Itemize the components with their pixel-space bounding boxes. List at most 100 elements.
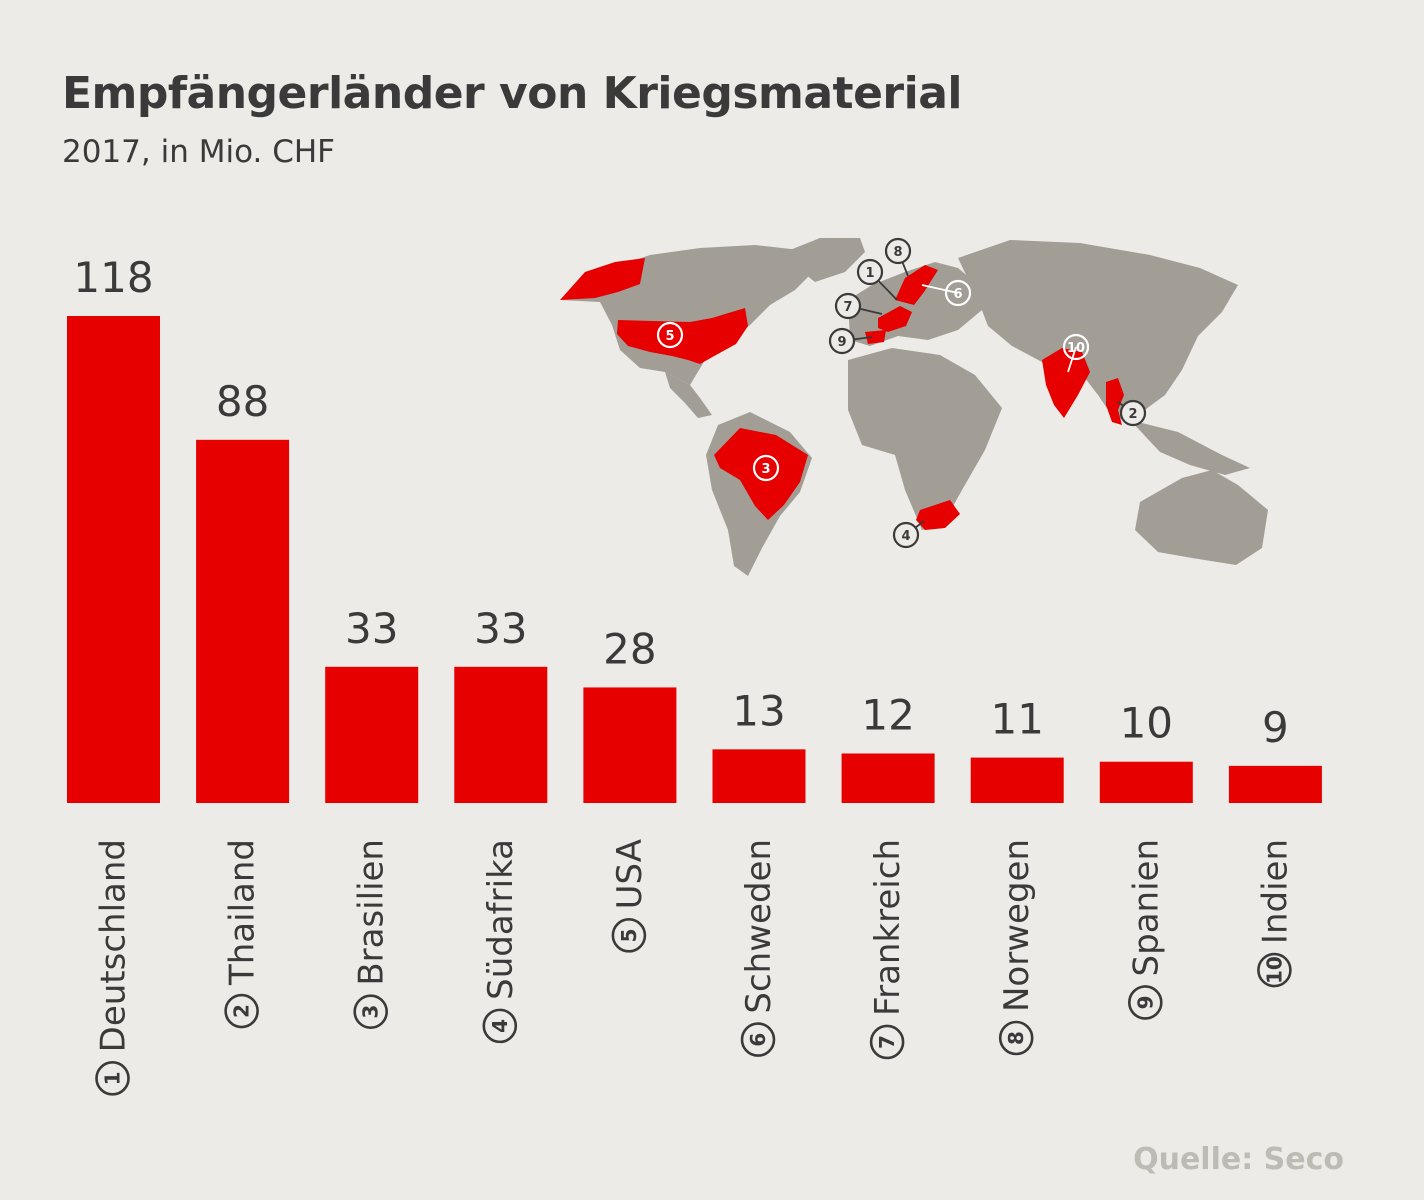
map-marker-5	[656, 321, 684, 349]
category-label-8: 8 Norwegen	[997, 839, 1037, 1056]
bar-9	[1099, 761, 1193, 803]
map-sweden-norway	[895, 265, 938, 305]
map-alaska	[560, 258, 645, 300]
rank-circle-4	[482, 1008, 518, 1044]
bar-1	[67, 316, 160, 803]
rank-number-5: 5	[617, 928, 641, 942]
rank-number-4: 4	[488, 1019, 512, 1033]
rank-circle-2	[224, 993, 259, 1029]
map-marker-label-1: 1	[865, 266, 874, 281]
rank-number-7: 7	[875, 1035, 899, 1049]
value-label-1: 118	[73, 253, 153, 302]
category-label-9: 9 Spanien	[1126, 839, 1166, 1020]
value-label-7: 12	[861, 690, 914, 739]
category-label-3: 3 Brasilien	[352, 839, 392, 1029]
map-germany-france	[878, 306, 912, 332]
bar-10	[1228, 765, 1322, 803]
source-note: Quelle: Seco	[1133, 1142, 1344, 1177]
bar-4	[454, 666, 548, 803]
rank-circle-7	[869, 1024, 905, 1060]
rank-number-2: 2	[230, 1004, 254, 1018]
value-label-6: 13	[732, 686, 785, 735]
category-name-4: Südafrika	[481, 839, 521, 1000]
category-name-9: Spanien	[1126, 839, 1166, 976]
map-marker-label-7: 7	[843, 300, 852, 315]
rank-circle-10	[1257, 952, 1292, 988]
category-label-1: 1 Deutschland	[94, 839, 134, 1096]
category-label-10: 10 Indien	[1255, 839, 1295, 988]
map-marker-3	[752, 454, 780, 482]
rank-circle-5	[611, 918, 647, 953]
map-asia	[958, 240, 1238, 420]
rank-number-8: 8	[1004, 1031, 1028, 1045]
category-name-5: USA	[610, 839, 650, 909]
value-label-3: 33	[345, 604, 398, 653]
category-name-2: Thailand	[223, 839, 263, 986]
map-thailand	[1106, 378, 1124, 425]
map-spain	[865, 330, 886, 344]
category-label-6: 6 Schweden	[739, 839, 779, 1057]
rank-number-10: 10	[1262, 956, 1286, 984]
world-map	[560, 238, 1268, 576]
map-marker-6	[944, 279, 972, 307]
bar-3	[325, 666, 419, 803]
value-label-8: 11	[990, 695, 1043, 744]
map-marker-7	[834, 292, 862, 320]
rank-number-6: 6	[746, 1033, 770, 1047]
map-africa	[848, 348, 1002, 530]
bars	[67, 316, 1322, 803]
map-marker-2	[1119, 399, 1147, 427]
category-label-2: 2 Thailand	[223, 839, 263, 1029]
map-greenland	[790, 238, 865, 282]
chart-subtitle: 2017, in Mio. CHF	[62, 134, 335, 170]
map-marker-line-10	[1067, 346, 1077, 373]
category-name-3: Brasilien	[352, 839, 392, 986]
rank-number-9: 9	[1133, 996, 1157, 1010]
map-marker-label-2: 2	[1128, 407, 1137, 422]
rank-circle-3	[353, 994, 389, 1029]
category-name-8: Norwegen	[997, 839, 1037, 1012]
map-brazil	[714, 428, 808, 520]
category-name-7: Frankreich	[868, 839, 908, 1016]
map-north-america	[560, 245, 815, 385]
map-marker-label-9: 9	[837, 335, 846, 350]
map-marker-label-6: 6	[953, 287, 962, 302]
category-labels: 1 Deutschland 2 Thailand 3 Brasilien 4 Südafrik…	[94, 839, 1295, 1096]
map-marker-10	[1062, 333, 1090, 361]
bar-5	[583, 687, 677, 803]
value-label-5: 28	[603, 624, 656, 673]
map-marker-8	[884, 237, 912, 265]
map-marker-label-3: 3	[761, 462, 770, 477]
map-marker-label-4: 4	[901, 529, 910, 544]
map-marker-1	[856, 258, 884, 286]
map-australia	[1135, 470, 1268, 565]
category-label-4: 4 Südafrika	[481, 839, 521, 1044]
map-southeast-asia	[1130, 420, 1250, 475]
category-name-10: Indien	[1255, 839, 1295, 944]
value-label-2: 88	[216, 377, 269, 426]
chart-title: Empfängerländer von Kriegsmaterial	[62, 68, 962, 119]
map-central-america	[665, 372, 712, 418]
category-name-6: Schweden	[739, 839, 779, 1014]
rank-circle-9	[1128, 985, 1163, 1020]
bar-7	[841, 753, 935, 803]
bar-6	[712, 749, 806, 803]
map-south-africa	[916, 500, 960, 530]
rank-circle-6	[740, 1022, 776, 1057]
map-marker-4	[892, 521, 920, 549]
map-marker-9	[828, 327, 856, 355]
bar-8	[970, 757, 1064, 803]
value-label-10: 9	[1262, 703, 1289, 752]
map-marker-line-6	[921, 284, 959, 294]
category-label-7: 7 Frankreich	[868, 839, 908, 1060]
map-india	[1042, 348, 1090, 418]
map-marker-label-8: 8	[893, 245, 902, 260]
rank-circle-1	[95, 1061, 130, 1096]
value-label-4: 33	[474, 604, 527, 653]
rank-circle-8	[998, 1020, 1034, 1056]
rank-number-1: 1	[101, 1071, 125, 1085]
bar-2	[196, 439, 290, 803]
value-label-9: 10	[1120, 699, 1173, 748]
